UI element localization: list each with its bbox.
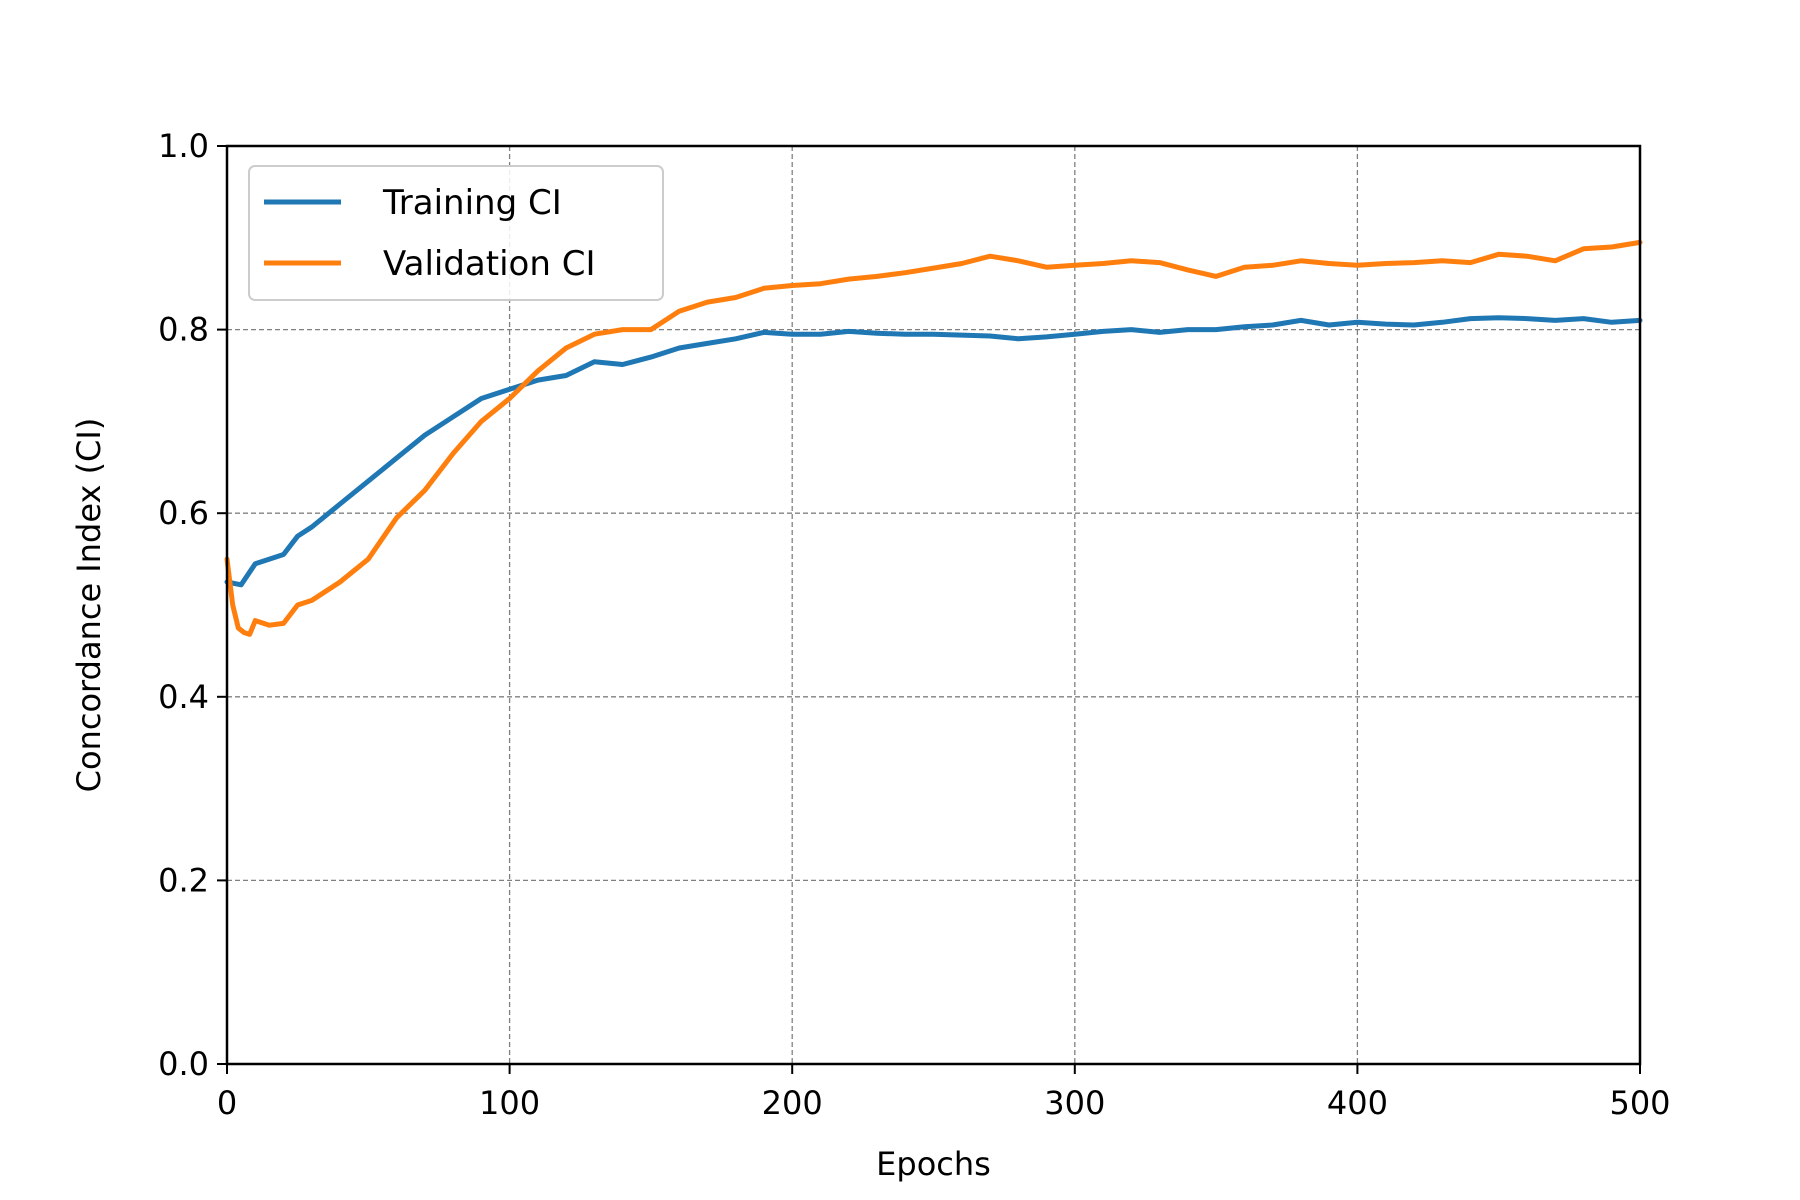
series-line-1 — [224, 315, 1643, 588]
x-tick-label: 300 — [1044, 1084, 1105, 1122]
axis-ticks: 0 100 200 300 400 500 0.0 0.2 0.4 0.6 0.8 1.0 — [158, 127, 1670, 1122]
y-axis-label: Concordance Index (CI) — [70, 418, 108, 793]
y-tick-label: 0.8 — [158, 311, 209, 349]
x-axis-label: Epochs — [876, 1145, 991, 1183]
y-tick-label: 0.6 — [158, 494, 209, 532]
legend-label: Training CI — [382, 183, 562, 223]
series-layer — [224, 239, 1643, 637]
y-tick-label: 0.0 — [158, 1045, 209, 1083]
x-tick-label: 400 — [1327, 1084, 1388, 1122]
x-tick-label: 100 — [479, 1084, 540, 1122]
legend-box — [248, 165, 664, 301]
y-tick-label: 0.4 — [158, 678, 209, 716]
plot-area-frame — [225, 144, 1642, 1066]
y-tick-label: 1.0 — [158, 127, 209, 165]
y-tick-label: 0.2 — [158, 861, 209, 899]
series-line-2 — [224, 239, 1643, 637]
x-tick-label: 0 — [217, 1084, 237, 1122]
legend-label: Validation CI — [383, 244, 595, 284]
x-tick-label: 500 — [1609, 1084, 1670, 1122]
x-tick-label: 200 — [762, 1084, 823, 1122]
legend: Training CI Validation CI — [248, 165, 664, 301]
